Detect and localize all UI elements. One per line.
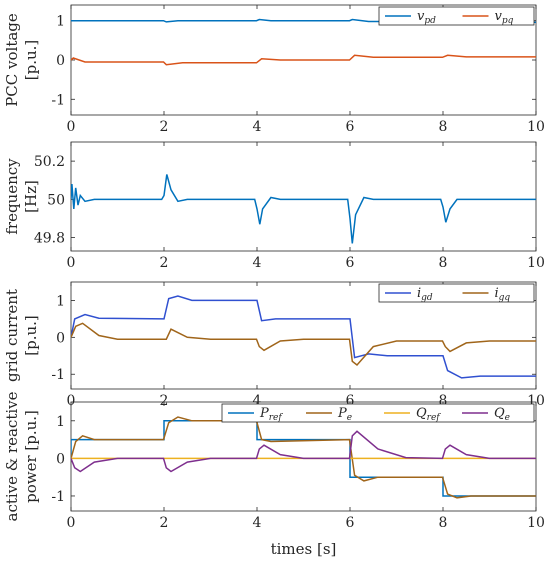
y-axis-label: grid current [3, 289, 21, 382]
x-tick-label: 10 [527, 255, 545, 271]
legend-box [378, 283, 535, 303]
x-tick-label: 8 [439, 515, 448, 531]
legend-entry-symbol: v [495, 9, 503, 24]
legend-entry-symbol: i [495, 286, 499, 301]
x-tick-label: 6 [346, 393, 355, 409]
x-axis-label: times [s] [271, 540, 337, 558]
y-tick-label: 1 [56, 14, 65, 30]
legend-entry-subscript: e [347, 413, 352, 423]
legend: vpd vpq [378, 6, 535, 26]
x-tick-label: 4 [253, 119, 262, 135]
legend-entry-subscript: gd [421, 293, 433, 303]
x-tick-label: 8 [439, 393, 448, 409]
y-axis-label: [Hz] [22, 180, 40, 213]
y-tick-label: -1 [51, 489, 65, 505]
y-tick-label: 0 [56, 451, 65, 467]
y-tick-label: 50 [47, 192, 65, 208]
y-tick-label: 50.2 [34, 154, 65, 170]
y-axis-label: [p.u.] [22, 315, 40, 356]
legend-entry: igq [495, 286, 511, 303]
x-tick-label: 0 [67, 515, 76, 531]
legend-entry-subscript: e [505, 413, 510, 423]
legend-entry: vpd [417, 9, 436, 26]
legend-entry-subscript: gq [499, 293, 511, 303]
legend-box [378, 6, 535, 26]
x-tick-label: 2 [160, 393, 169, 409]
legend-entry: Pref [259, 406, 283, 423]
legend-entry-subscript: pq [502, 16, 514, 26]
x-tick-label: 4 [253, 515, 262, 531]
y-axis-label: active & reactive [3, 391, 21, 521]
legend-entry-subscript: ref [427, 413, 442, 423]
legend-entry-symbol: i [417, 286, 421, 301]
legend-entry: Qref [416, 406, 441, 423]
series-line-i-gd [71, 295, 536, 379]
y-tick-label: 49.8 [34, 231, 65, 247]
axes-frame [70, 141, 537, 252]
legend: igd igq [378, 283, 535, 303]
x-tick-label: 8 [439, 119, 448, 135]
series-line-frequency [71, 174, 536, 244]
x-tick-label: 6 [346, 515, 355, 531]
x-tick-label: 0 [67, 119, 76, 135]
legend-entry: Pe [337, 406, 352, 423]
y-tick-label: 1 [56, 293, 65, 309]
x-tick-label: 2 [160, 255, 169, 271]
x-tick-label: 8 [439, 255, 448, 271]
y-axis-label: PCC voltage [3, 13, 21, 107]
y-tick-label: 1 [56, 414, 65, 430]
x-tick-label: 6 [346, 255, 355, 271]
legend-entry: vpq [495, 9, 514, 26]
legend-entry-symbol: v [417, 9, 425, 24]
x-tick-label: 6 [346, 119, 355, 135]
y-axis-label: [p.u.] [22, 40, 40, 81]
x-tick-label: 10 [527, 515, 545, 531]
legend: Pref Pe Qref Qe [221, 403, 535, 423]
y-tick-label: -1 [51, 92, 65, 108]
series-line-i-gq [71, 322, 536, 367]
legend-entry: igd [417, 286, 433, 303]
x-tick-label: 4 [253, 255, 262, 271]
series-line-q-e [71, 430, 536, 473]
y-axis-label: power [p.u.] [22, 410, 40, 503]
legend-entry-symbol: P [337, 406, 347, 421]
legend-entry: Qe [494, 406, 510, 423]
x-tick-label: 2 [160, 515, 169, 531]
legend-box [221, 403, 535, 423]
x-tick-label: 4 [253, 393, 262, 409]
legend-entry-symbol: Q [416, 406, 427, 421]
legend-entry-subscript: pd [424, 16, 436, 26]
legend-entry-subscript: ref [269, 413, 284, 423]
series-line-v-pq [71, 54, 536, 66]
chart-frequency: 0 2 4 6 8 10 49.8 50 50.2 frequency [Hz] [3, 141, 545, 271]
x-tick-label: 0 [67, 255, 76, 271]
y-tick-label: 0 [56, 53, 65, 69]
series-line-p-e [71, 416, 536, 499]
y-axis-label: frequency [3, 158, 21, 235]
x-tick-label: 0 [67, 393, 76, 409]
x-tick-label: 10 [527, 119, 545, 135]
y-tick-label: -1 [51, 367, 65, 383]
legend-entry-symbol: Q [494, 406, 505, 421]
legend-entry-symbol: P [259, 406, 269, 421]
y-tick-label: 0 [56, 330, 65, 346]
x-tick-label: 2 [160, 119, 169, 135]
